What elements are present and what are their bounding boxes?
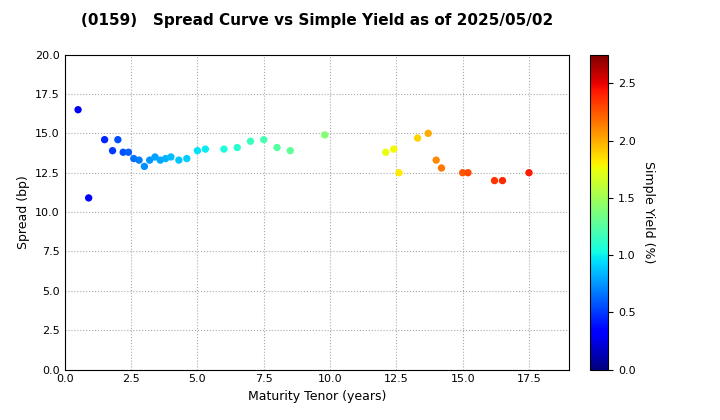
Point (117, 149, 129, 155)
Point (271, 144, 283, 151)
Point (258, 136, 269, 143)
Point (431, 157, 442, 163)
Point (149, 154, 161, 160)
Y-axis label: Simple Yield (%): Simple Yield (%) (642, 161, 655, 263)
Point (133, 157, 145, 163)
Point (523, 169, 535, 176)
Point (173, 157, 184, 163)
Point (489, 177, 500, 184)
Point (380, 149, 392, 155)
Point (423, 130, 434, 137)
X-axis label: Maturity Tenor (years): Maturity Tenor (years) (248, 390, 386, 403)
Point (72, 106, 84, 113)
Y-axis label: Spread (bp): Spread (bp) (17, 175, 30, 249)
Point (144, 157, 156, 163)
Point (160, 155, 171, 162)
Point (388, 146, 400, 152)
Point (112, 136, 124, 143)
Point (284, 147, 296, 154)
Point (199, 146, 211, 152)
Point (181, 155, 192, 162)
Point (245, 138, 256, 144)
Point (83, 194, 94, 201)
Point (165, 154, 176, 160)
Point (436, 165, 447, 171)
Point (192, 147, 203, 154)
Point (412, 135, 423, 142)
Point (139, 163, 150, 170)
Point (457, 169, 469, 176)
Point (155, 157, 166, 163)
Text: (0159)   Spread Curve vs Simple Yield as of 2025/05/02: (0159) Spread Curve vs Simple Yield as o… (81, 13, 553, 28)
Point (462, 169, 474, 176)
Point (218, 146, 230, 152)
Point (393, 169, 405, 176)
Point (122, 149, 134, 155)
Point (128, 155, 140, 162)
Point (231, 144, 243, 151)
Point (107, 147, 118, 154)
Point (497, 177, 508, 184)
Point (319, 131, 330, 138)
Point (99, 136, 110, 143)
